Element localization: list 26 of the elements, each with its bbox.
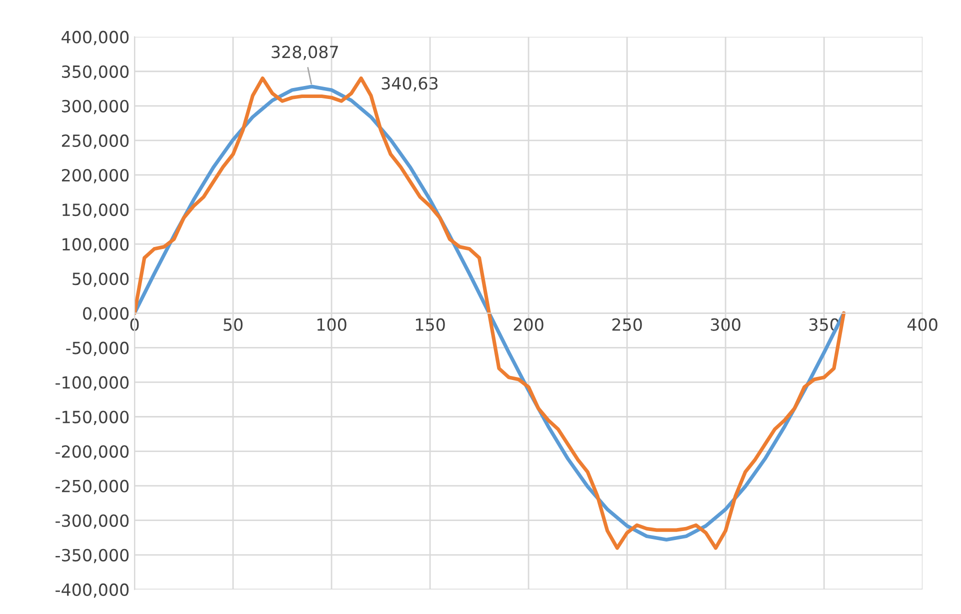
x-tick-label: 100	[317, 318, 346, 331]
y-tick-label: -100,000	[56, 376, 129, 390]
x-tick-label: 200	[514, 318, 544, 331]
y-tick-label: -250,000	[56, 480, 129, 494]
y-tick-label: -400,000	[56, 583, 129, 598]
annotation: 340,63	[382, 77, 438, 92]
annotation: 328,087	[272, 46, 338, 60]
y-tick-label: 350,000	[62, 65, 129, 80]
y-tick-label: -200,000	[56, 445, 129, 460]
y-tick-label: 300,000	[62, 100, 129, 114]
y-tick-label: -300,000	[56, 514, 129, 529]
x-tick-label: 300	[710, 318, 740, 331]
x-tick-label: 150	[416, 318, 445, 331]
x-tick-label: 50	[224, 318, 243, 331]
y-tick-label: 100,000	[62, 238, 129, 252]
x-tick-label: 400	[907, 318, 938, 331]
y-tick-label: -150,000	[56, 410, 129, 426]
y-tick-label: 400,000	[62, 30, 129, 46]
y-tick-label: 50,000	[72, 272, 129, 287]
y-tick-label: -350,000	[56, 548, 129, 564]
y-tick-label: 200,000	[62, 168, 129, 184]
y-tick-label: -50,000	[66, 342, 129, 356]
y-tick-label: 0,000	[83, 307, 129, 322]
y-tick-label: 250,000	[62, 134, 129, 149]
x-tick-label: 250	[612, 318, 642, 331]
y-tick-label: 150,000	[62, 203, 129, 218]
